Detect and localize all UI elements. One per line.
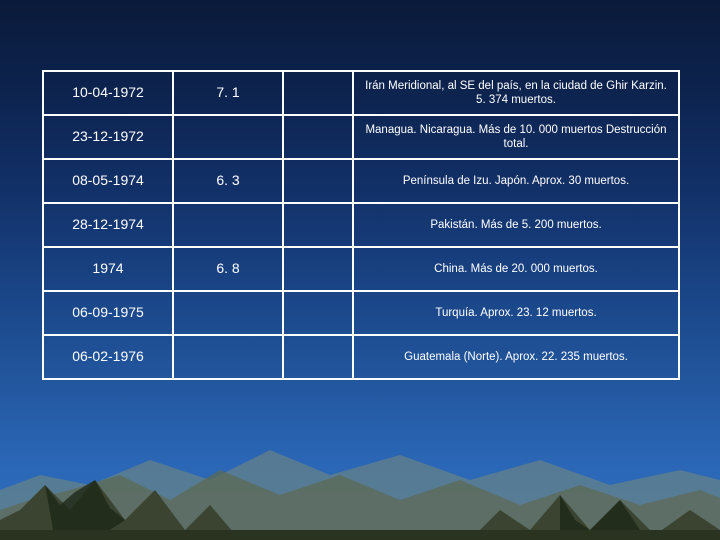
cell-blank (283, 291, 353, 335)
cell-blank (283, 71, 353, 115)
cell-description: Irán Meridional, al SE del país, en la c… (353, 71, 679, 115)
table-row: 06-02-1976 Guatemala (Norte). Aprox. 22.… (43, 335, 679, 379)
table-row: 23-12-1972 Managua. Nicaragua. Más de 10… (43, 115, 679, 159)
cell-magnitude: 7. 1 (173, 71, 283, 115)
cell-magnitude (173, 291, 283, 335)
cell-date: 06-02-1976 (43, 335, 173, 379)
cell-blank (283, 335, 353, 379)
earthquake-table: 10-04-1972 7. 1 Irán Meridional, al SE d… (42, 70, 680, 380)
cell-date: 10-04-1972 (43, 71, 173, 115)
cell-description: Managua. Nicaragua. Más de 10. 000 muert… (353, 115, 679, 159)
cell-date: 28-12-1974 (43, 203, 173, 247)
earthquake-table-container: 10-04-1972 7. 1 Irán Meridional, al SE d… (42, 70, 678, 380)
cell-description: Península de Izu. Japón. Aprox. 30 muert… (353, 159, 679, 203)
cell-date: 08-05-1974 (43, 159, 173, 203)
cell-description: China. Más de 20. 000 muertos. (353, 247, 679, 291)
table-row: 10-04-1972 7. 1 Irán Meridional, al SE d… (43, 71, 679, 115)
cell-description: Pakistán. Más de 5. 200 muertos. (353, 203, 679, 247)
table-row: 06-09-1975 Turquía. Aprox. 23. 12 muerto… (43, 291, 679, 335)
cell-magnitude (173, 115, 283, 159)
cell-blank (283, 159, 353, 203)
cell-magnitude: 6. 3 (173, 159, 283, 203)
mountain-background (0, 380, 720, 540)
cell-magnitude (173, 335, 283, 379)
cell-date: 23-12-1972 (43, 115, 173, 159)
table-row: 08-05-1974 6. 3 Península de Izu. Japón.… (43, 159, 679, 203)
table-row: 1974 6. 8 China. Más de 20. 000 muertos. (43, 247, 679, 291)
table-row: 28-12-1974 Pakistán. Más de 5. 200 muert… (43, 203, 679, 247)
cell-magnitude: 6. 8 (173, 247, 283, 291)
cell-date: 1974 (43, 247, 173, 291)
cell-description: Turquía. Aprox. 23. 12 muertos. (353, 291, 679, 335)
cell-description: Guatemala (Norte). Aprox. 22. 235 muerto… (353, 335, 679, 379)
cell-magnitude (173, 203, 283, 247)
cell-blank (283, 247, 353, 291)
cell-blank (283, 115, 353, 159)
cell-blank (283, 203, 353, 247)
cell-date: 06-09-1975 (43, 291, 173, 335)
